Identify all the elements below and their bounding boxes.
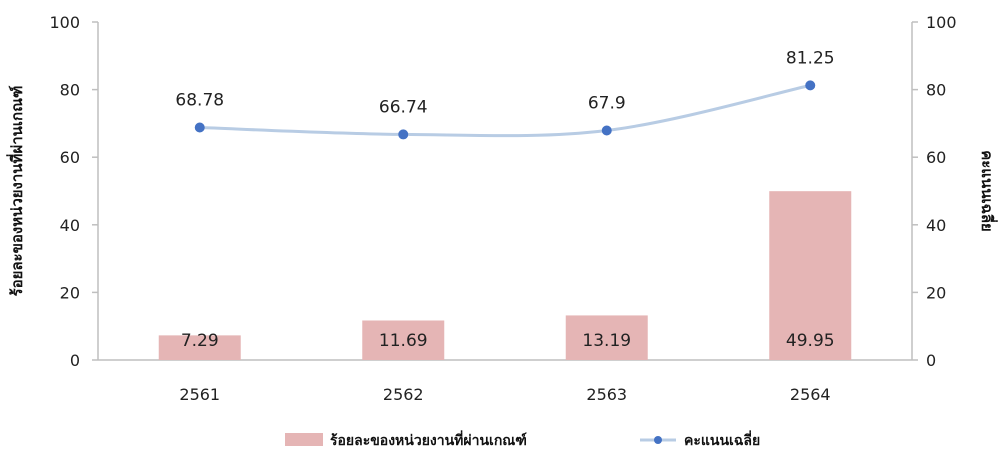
legend-bar-label: ร้อยละของหน่วยงานที่ผ่านเกณฑ์ bbox=[330, 430, 527, 449]
right-y-tick-label: 80 bbox=[926, 81, 946, 100]
left-axis-title: ร้อยละของหน่วยงานที่ผ่านเกณฑ์ bbox=[6, 86, 26, 297]
line-value-label: 81.25 bbox=[786, 48, 835, 68]
right-y-tick-label: 0 bbox=[926, 351, 936, 370]
line-value-label: 68.78 bbox=[175, 91, 224, 111]
left-y-tick-label: 0 bbox=[70, 351, 80, 370]
left-y-tick-labels: 0 20 40 60 80 100 bbox=[49, 13, 98, 370]
right-y-tick-label: 100 bbox=[926, 13, 957, 32]
x-tick-label: 2562 bbox=[383, 385, 424, 404]
legend-line-marker bbox=[654, 436, 662, 444]
x-tick-label: 2563 bbox=[586, 385, 627, 404]
line-value-label: 66.74 bbox=[379, 97, 428, 117]
right-y-tick-labels: 0 20 40 60 80 100 bbox=[912, 13, 957, 370]
bar-value-label: 13.19 bbox=[582, 331, 631, 351]
right-y-tick-label: 20 bbox=[926, 283, 946, 302]
bar-value-label: 7.29 bbox=[181, 331, 219, 351]
chart-legend: ร้อยละของหน่วยงานที่ผ่านเกณฑ์ คะแนนเฉลี่… bbox=[285, 430, 760, 449]
left-y-tick-label: 40 bbox=[60, 216, 80, 235]
x-tick-label: 2564 bbox=[790, 385, 831, 404]
line-point bbox=[805, 80, 815, 90]
right-axis-title: คะแนนเฉลี่ย bbox=[978, 150, 998, 232]
bar-value-label: 11.69 bbox=[379, 331, 428, 351]
line-series: 68.78 66.74 67.9 81.25 bbox=[175, 48, 834, 139]
line-point bbox=[398, 129, 408, 139]
left-y-tick-label: 80 bbox=[60, 81, 80, 100]
left-y-tick-label: 100 bbox=[49, 13, 80, 32]
left-y-tick-label: 60 bbox=[60, 148, 80, 167]
right-y-tick-label: 60 bbox=[926, 148, 946, 167]
x-tick-label: 2561 bbox=[179, 385, 220, 404]
legend-line-label: คะแนนเฉลี่ย bbox=[684, 430, 760, 449]
bar-value-label: 49.95 bbox=[786, 331, 835, 351]
line-point bbox=[602, 125, 612, 135]
legend-bar-swatch bbox=[285, 433, 323, 446]
bar-series: 7.29 11.69 13.19 49.95 bbox=[159, 191, 852, 360]
line-point bbox=[195, 123, 205, 133]
average-score-line bbox=[200, 85, 811, 135]
line-value-label: 67.9 bbox=[588, 93, 626, 113]
x-tick-labels: 2561 2562 2563 2564 bbox=[179, 385, 830, 404]
right-y-tick-label: 40 bbox=[926, 216, 946, 235]
left-y-tick-label: 20 bbox=[60, 283, 80, 302]
